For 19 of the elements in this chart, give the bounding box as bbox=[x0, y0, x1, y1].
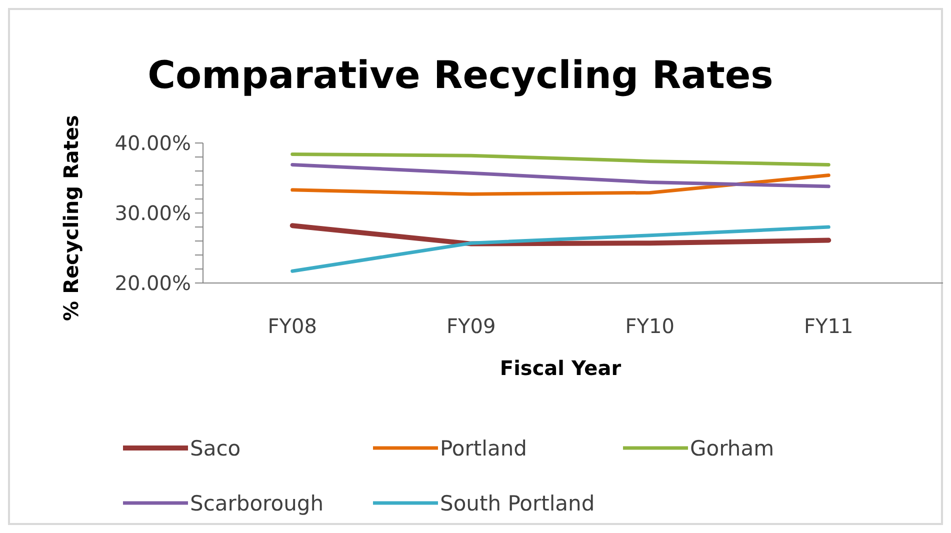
legend-label: Portland bbox=[440, 436, 527, 460]
line-series bbox=[290, 173, 830, 196]
x-tick-label: FY11 bbox=[804, 314, 854, 338]
x-tick-label: FY08 bbox=[268, 314, 317, 338]
y-tick-label: 40.00% bbox=[114, 131, 191, 155]
line-series bbox=[290, 162, 830, 188]
y-tick-label: 30.00% bbox=[114, 201, 191, 225]
line-series bbox=[290, 152, 830, 166]
legend-label: Scarborough bbox=[190, 491, 324, 516]
y-tick-label: 20.00% bbox=[114, 271, 191, 295]
line-series bbox=[290, 225, 830, 273]
chart-title: Comparative Recycling Rates bbox=[148, 53, 774, 97]
y-axis-title: % Recycling Rates bbox=[59, 115, 83, 321]
x-tick-label: FY09 bbox=[446, 314, 496, 338]
legend-label: Saco bbox=[190, 436, 241, 460]
x-axis-title: Fiscal Year bbox=[500, 356, 622, 380]
x-tick-label: FY10 bbox=[625, 314, 674, 338]
legend-label: Gorham bbox=[690, 436, 774, 460]
legend-label: South Portland bbox=[440, 491, 595, 516]
